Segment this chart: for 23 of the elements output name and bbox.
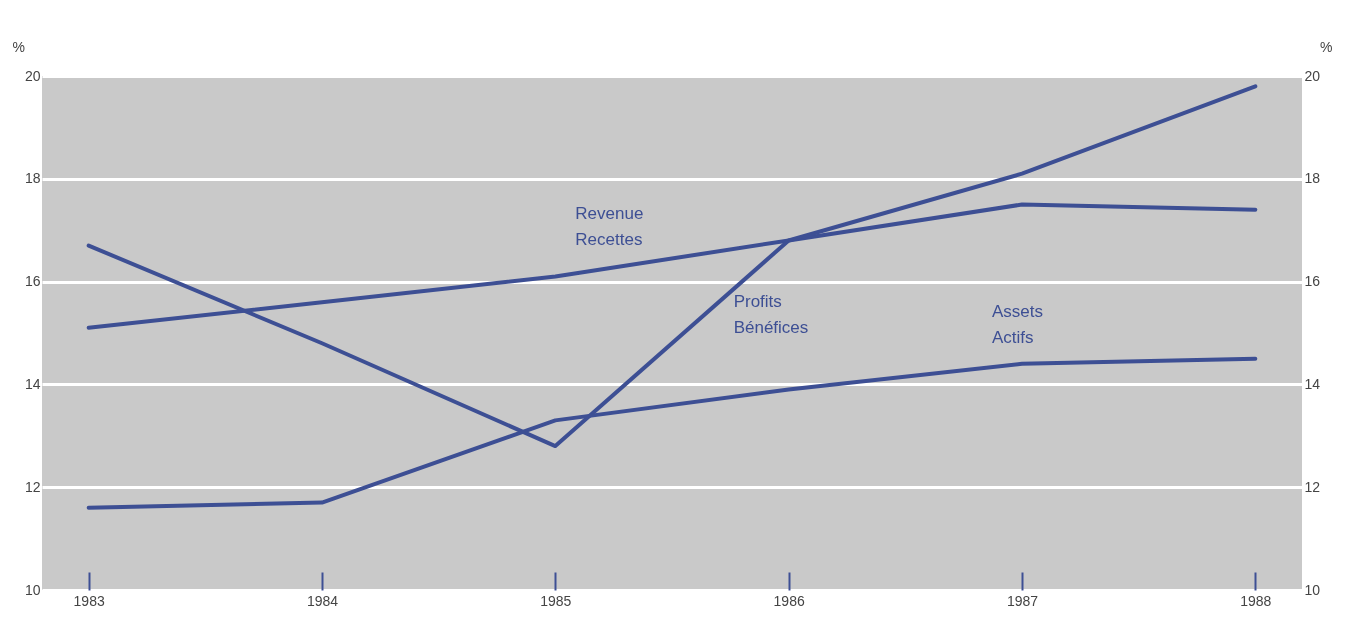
y-tick-label: 10 — [24, 581, 41, 598]
y2-tick-label: 20 — [1304, 67, 1321, 84]
y-tick-label: 14 — [24, 375, 41, 392]
y2-tick-label: 14 — [1304, 375, 1321, 392]
y2-axis-title: % — [1320, 38, 1333, 55]
x-tick-label: 1988 — [1240, 592, 1272, 609]
y-tick-label: 16 — [24, 273, 41, 290]
x-tick-label: 1983 — [73, 592, 105, 609]
y-tick-label: 12 — [24, 478, 41, 495]
x-tick-label: 1984 — [306, 592, 339, 609]
y2-tick-label: 10 — [1304, 581, 1321, 598]
x-tick-label: 1987 — [1006, 592, 1039, 609]
series-label: Revenue Recettes — [575, 204, 644, 250]
series-label: Profits Bénéfices — [733, 292, 809, 338]
y2-tick-label: 12 — [1304, 478, 1321, 495]
series-label: Assets Actifs — [992, 301, 1044, 347]
x-tick-label: 1986 — [773, 592, 805, 609]
y2-tick-label: 16 — [1304, 273, 1321, 290]
y-axis-title: % — [12, 38, 25, 55]
x-tick-label: 1985 — [540, 592, 572, 609]
y-tick-label: 20 — [24, 67, 41, 84]
y-tick-label: 18 — [24, 170, 41, 187]
y2-tick-label: 18 — [1304, 170, 1321, 187]
